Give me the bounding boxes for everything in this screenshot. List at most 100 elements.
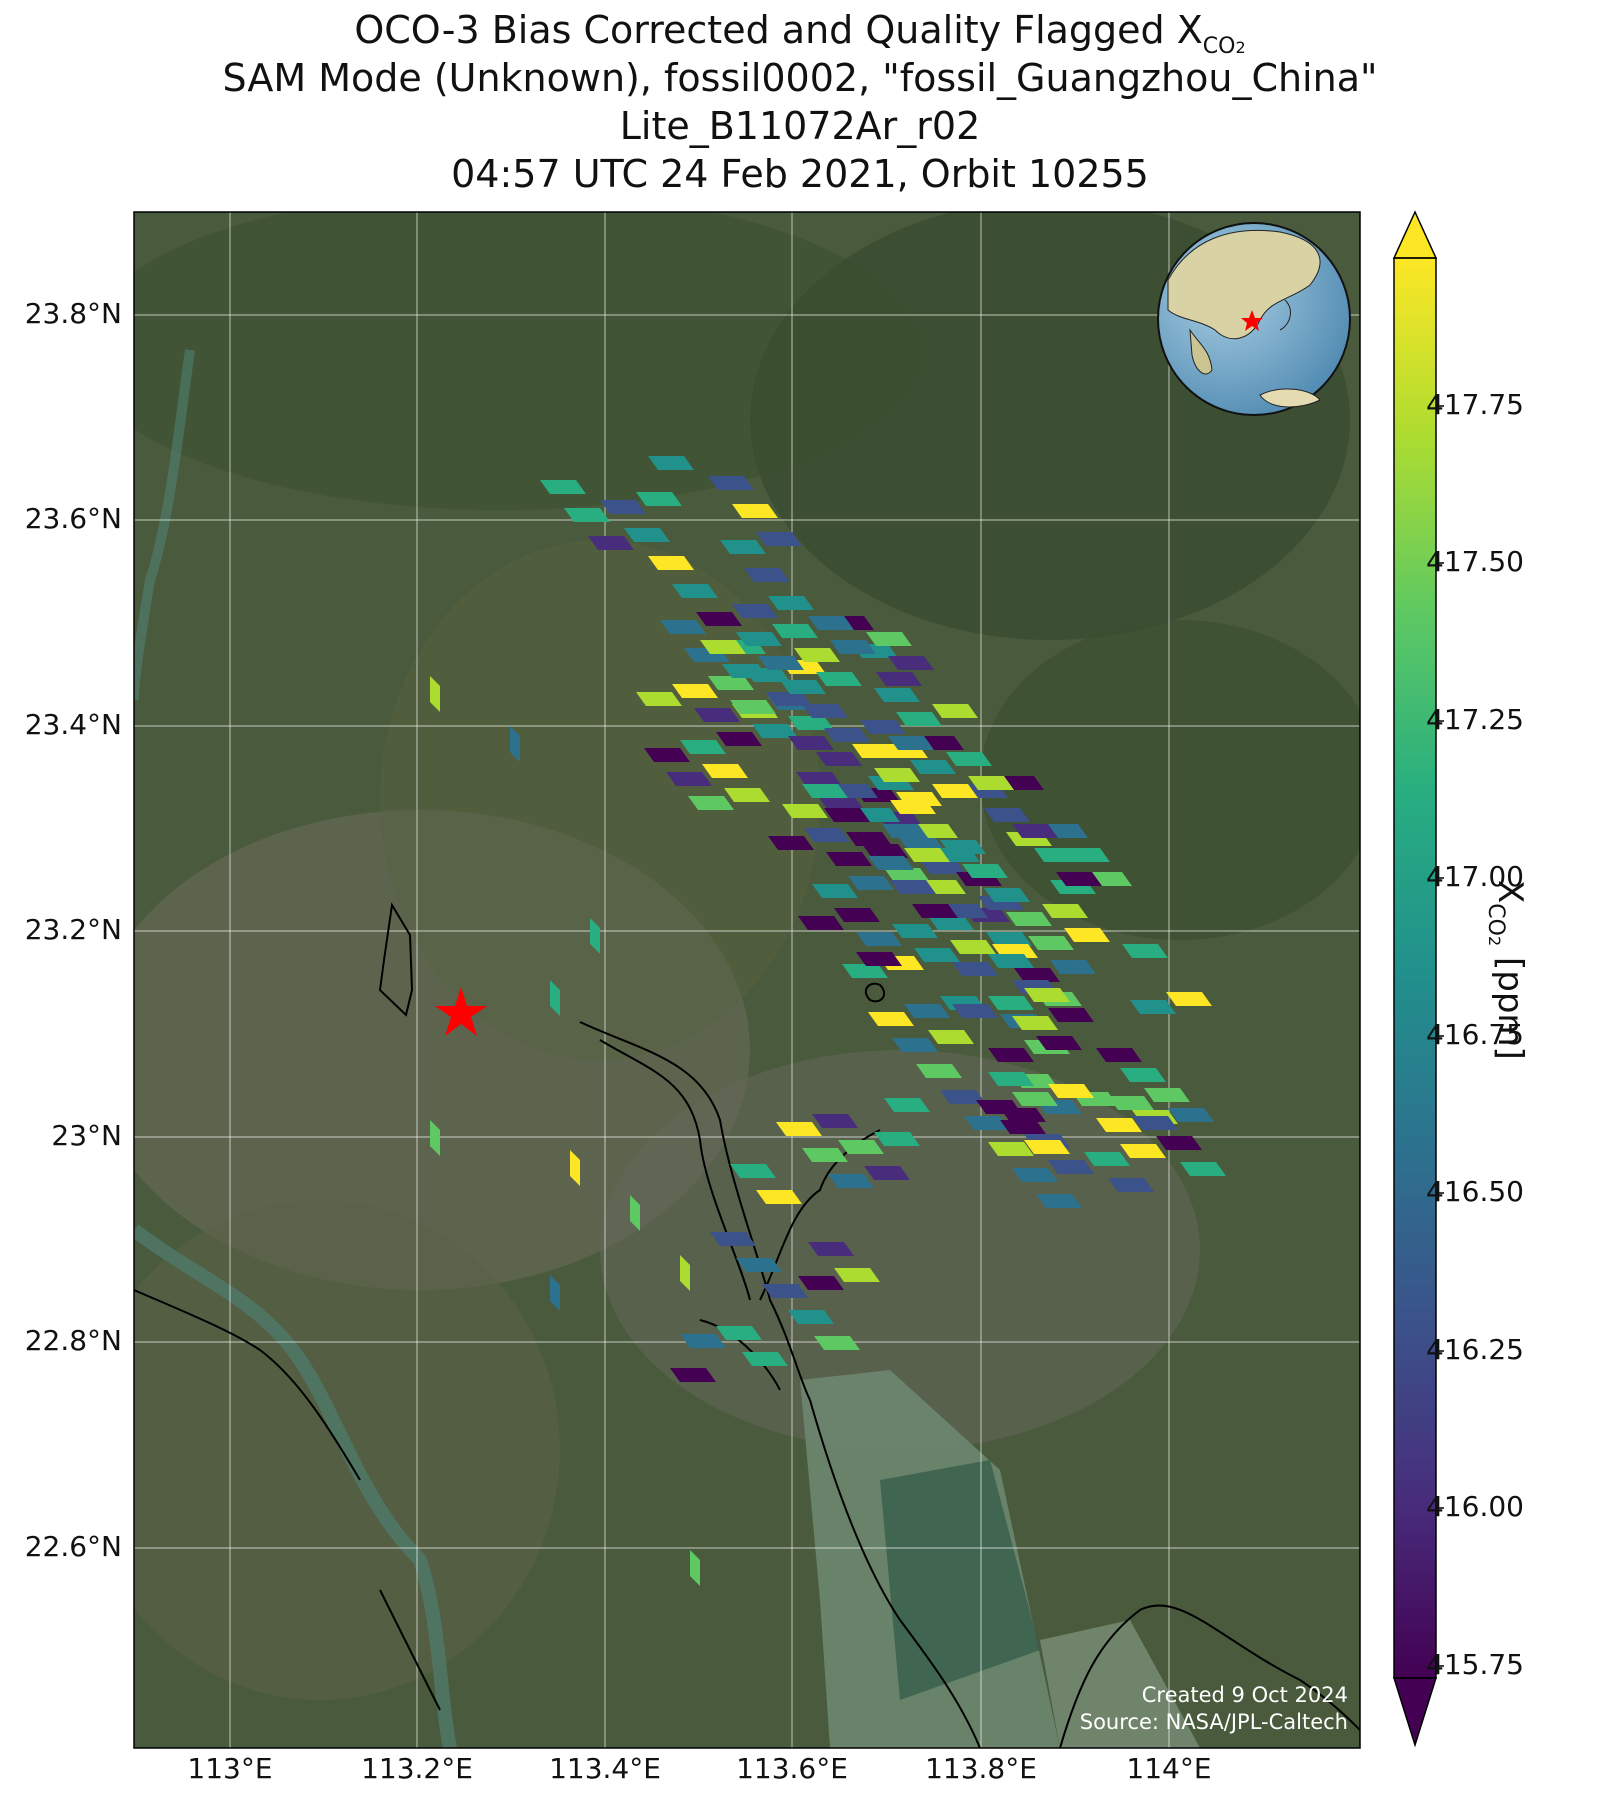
- lat-tick-label: 23.2°N: [24, 913, 122, 946]
- colorbar-tick-label: 416.00: [1426, 1490, 1524, 1523]
- footprint: [672, 584, 718, 598]
- footprint: [756, 532, 802, 546]
- footprint: [732, 604, 778, 618]
- footprint: [600, 500, 646, 514]
- footprint: [540, 480, 586, 494]
- footprint: [868, 1012, 914, 1026]
- footprint: [720, 540, 766, 554]
- footprint: [768, 836, 814, 850]
- footprint: [788, 1310, 834, 1324]
- footprint: [510, 726, 520, 762]
- footprint: [816, 672, 862, 686]
- footprint: [788, 736, 834, 750]
- footprint: [752, 724, 798, 738]
- footprint: [874, 688, 920, 702]
- footprint: [984, 808, 1030, 822]
- footprint: [802, 1148, 848, 1162]
- footprint: [1108, 1178, 1154, 1192]
- footprint: [882, 824, 928, 838]
- footprint: [814, 1336, 860, 1350]
- footprint: [856, 932, 902, 946]
- colorbar-label-sub-co: CO: [1483, 903, 1508, 936]
- footprint: [1028, 936, 1074, 950]
- footprint: [1024, 988, 1070, 1002]
- footprint: [896, 792, 942, 806]
- footprint: [730, 700, 776, 714]
- footprint: [716, 1326, 762, 1340]
- footprint: [788, 716, 834, 730]
- footprint: [648, 456, 694, 470]
- footprint: [1036, 1036, 1082, 1050]
- footprint: [868, 856, 914, 870]
- globe-asia-icon: [1157, 222, 1351, 416]
- footprint: [570, 1150, 580, 1186]
- footprint: [952, 1004, 998, 1018]
- colorbar-tick-label: 417.50: [1426, 545, 1524, 578]
- footprint: [768, 596, 814, 610]
- footprint: [782, 804, 828, 818]
- footprint: [904, 1004, 950, 1018]
- footprint: [950, 940, 996, 954]
- title-sub-2: 2: [1235, 38, 1246, 57]
- footprint: [928, 916, 974, 930]
- title-line-4: 04:57 UTC 24 Feb 2021, Orbit 10255: [451, 152, 1149, 196]
- footprint: [666, 772, 712, 786]
- footprint: [1006, 912, 1052, 926]
- footprint: [856, 952, 902, 966]
- footprint: [910, 760, 956, 774]
- lon-tick-label: 113.2°E: [361, 1752, 473, 1785]
- footprint: [866, 632, 912, 646]
- footprint: [730, 1164, 776, 1178]
- lat-tick-label: 22.6°N: [24, 1530, 122, 1563]
- footprint: [1180, 1162, 1226, 1176]
- footprint: [846, 832, 892, 846]
- footprint: [648, 556, 694, 570]
- footprint: [916, 1064, 962, 1078]
- footprint: [862, 844, 908, 858]
- footprint: [834, 908, 880, 922]
- footprint: [946, 752, 992, 766]
- title-line-1: OCO-3 Bias Corrected and Quality Flagged…: [0, 8, 1600, 70]
- footprint: [988, 954, 1034, 968]
- footprint: [756, 1190, 802, 1204]
- footprint: [838, 1140, 884, 1154]
- footprint: [1000, 1120, 1046, 1134]
- footprint: [876, 672, 922, 686]
- lon-tick-label: 113°E: [187, 1752, 273, 1785]
- footprint: [812, 1114, 858, 1128]
- credit-created: Created 9 Oct 2024: [1141, 1683, 1348, 1707]
- footprint: [932, 784, 978, 798]
- footprint: [1096, 1118, 1142, 1132]
- colorbar-tick-label: 417.75: [1426, 388, 1524, 421]
- footprint: [824, 728, 870, 742]
- footprint: [1034, 848, 1080, 862]
- footprint: [860, 720, 906, 734]
- footprint: [888, 736, 934, 750]
- footprint: [940, 840, 986, 854]
- footprint: [736, 632, 782, 646]
- footprint: [884, 1098, 930, 1112]
- credit-source: Source: NASA/JPL-Caltech: [1079, 1710, 1348, 1734]
- colorbar: [1392, 210, 1444, 1748]
- title-line-3: Lite_B11072Ar_r02: [619, 104, 981, 148]
- footprint: [700, 640, 746, 654]
- footprint: [644, 748, 690, 762]
- satellite-basemap: [134, 212, 1360, 1748]
- lon-tick-label: 113.4°E: [549, 1752, 661, 1785]
- footprint: [1048, 1084, 1094, 1098]
- footprint: [812, 884, 858, 898]
- footprint: [1048, 1160, 1094, 1174]
- footprint: [842, 964, 888, 978]
- footprint: [758, 656, 804, 670]
- footprint: [680, 1334, 726, 1348]
- footprint: [1120, 1144, 1166, 1158]
- colorbar-label-x: X: [1490, 880, 1530, 904]
- footprint: [636, 492, 682, 506]
- footprint: [1050, 960, 1096, 974]
- footprint: [1132, 1116, 1178, 1130]
- colorbar-tick-label: 416.50: [1426, 1175, 1524, 1208]
- footprint: [796, 772, 842, 786]
- footprint: [826, 852, 872, 866]
- footprint: [636, 692, 682, 706]
- footprint: [588, 536, 634, 550]
